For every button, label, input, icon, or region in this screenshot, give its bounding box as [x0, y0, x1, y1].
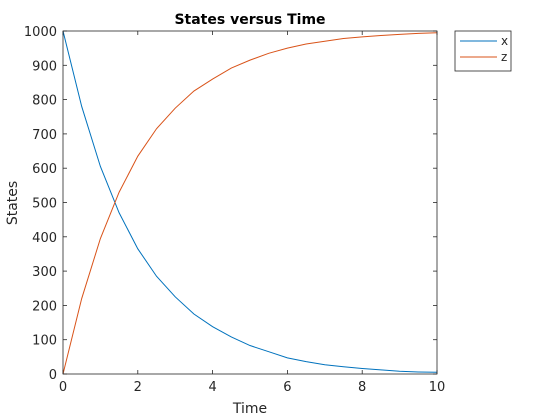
y-tick-label: 200 — [32, 299, 57, 314]
y-tick-label: 1000 — [24, 25, 57, 40]
x-tick-label: 10 — [429, 380, 446, 395]
x-tick-label: 0 — [59, 380, 67, 395]
y-tick-label: 400 — [32, 231, 57, 246]
y-tick-label: 300 — [32, 265, 57, 280]
y-tick-label: 700 — [32, 128, 57, 143]
y-tick-label: 0 — [49, 368, 57, 383]
legend-label-x: x — [501, 34, 508, 48]
series-line-x — [62, 30, 438, 373]
x-tick-label: 2 — [134, 380, 142, 395]
y-axis-label: States — [5, 181, 21, 225]
legend-box — [454, 30, 512, 72]
series-line-z — [62, 32, 438, 375]
legend: xz — [454, 30, 512, 72]
x-tick-label: 4 — [208, 380, 216, 395]
plot-area — [63, 31, 437, 374]
x-tick-label: 6 — [283, 380, 291, 395]
y-tick-label: 600 — [32, 162, 57, 177]
y-tick-label: 900 — [32, 59, 57, 74]
chart-title: States versus Time — [174, 12, 325, 28]
x-tick-label: 8 — [358, 380, 366, 395]
series-layer — [62, 30, 438, 375]
y-tick-label: 500 — [32, 197, 57, 212]
legend-label-z: z — [501, 50, 507, 64]
y-tick-label: 100 — [32, 334, 57, 349]
y-tick-label: 800 — [32, 94, 57, 109]
x-axis-label: Time — [232, 401, 267, 417]
